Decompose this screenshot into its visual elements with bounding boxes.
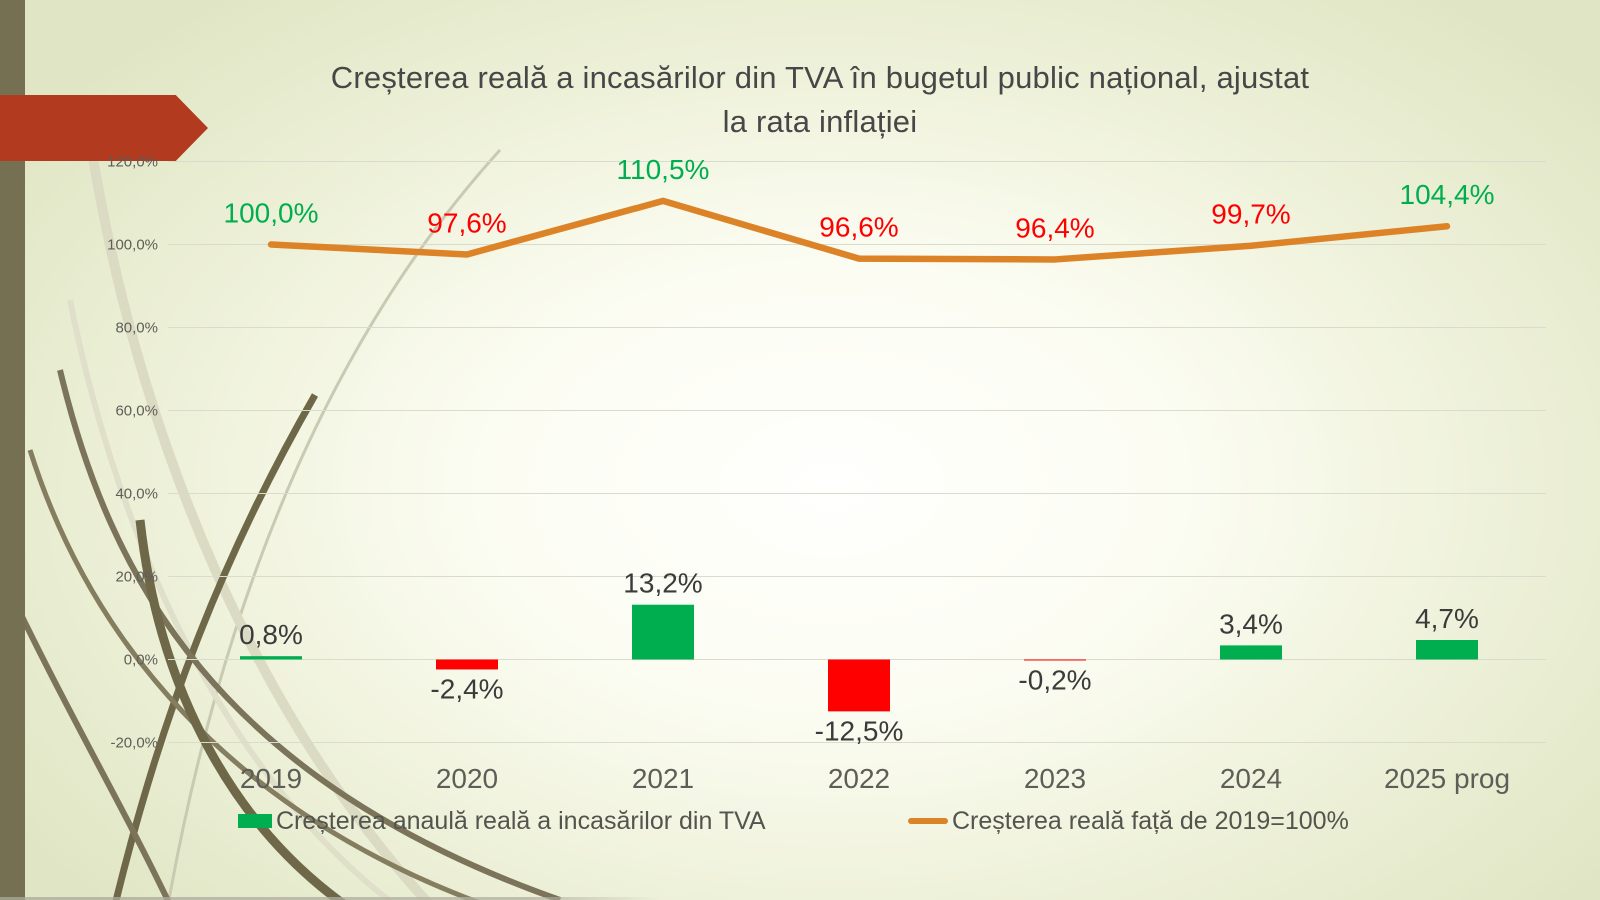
bar-2023 bbox=[1024, 659, 1086, 661]
line-label-2024: 99,7% bbox=[1211, 199, 1290, 230]
x-axis-label-2024: 2024 bbox=[1220, 763, 1282, 794]
bar-2019 bbox=[240, 656, 302, 660]
bottom-edge-shadow bbox=[0, 897, 660, 900]
bar-2024 bbox=[1220, 645, 1282, 660]
bar-2022 bbox=[828, 659, 890, 712]
bar-2021 bbox=[632, 604, 694, 660]
legend-item-bar-series: Creșterea anaulă reală a incasărilor din… bbox=[238, 804, 766, 838]
line-label-2021: 110,5% bbox=[617, 154, 710, 185]
line-label-2020: 97,6% bbox=[427, 207, 506, 238]
chart-title: Creșterea reală a incasărilor din TVA în… bbox=[250, 56, 1390, 144]
x-axis-label-2023: 2023 bbox=[1024, 763, 1086, 794]
title-arrow-shape bbox=[0, 95, 208, 161]
y-axis-tick-label: 0,0% bbox=[124, 652, 158, 669]
x-axis-label-2025-prog: 2025 prog bbox=[1384, 763, 1510, 794]
y-axis-tick-label: 80,0% bbox=[115, 320, 158, 337]
y-axis-tick-label: 100,0% bbox=[107, 237, 158, 254]
line-label-2023: 96,4% bbox=[1015, 212, 1094, 243]
y-axis-tick-label: 60,0% bbox=[115, 403, 158, 420]
chart-title-line1: Creșterea reală a incasărilor din TVA în… bbox=[330, 60, 1310, 95]
line-series-swatch bbox=[908, 818, 948, 824]
bar-label-2022: -12,5% bbox=[815, 715, 904, 746]
bar-label-2019: 0,8% bbox=[239, 619, 303, 650]
legend-label-line-series: Creșterea reală față de 2019=100% bbox=[952, 806, 1349, 835]
bar-label-2020: -2,4% bbox=[430, 673, 503, 704]
bar-label-2024: 3,4% bbox=[1219, 608, 1283, 639]
bar-2020 bbox=[436, 659, 498, 670]
y-axis-tick-label: 40,0% bbox=[115, 486, 158, 503]
bar-label-2023: -0,2% bbox=[1018, 665, 1091, 696]
y-axis-tick-label: -20,0% bbox=[110, 735, 158, 752]
line-label-2022: 96,6% bbox=[819, 212, 898, 243]
x-axis-label-2020: 2020 bbox=[436, 763, 498, 794]
line-series bbox=[267, 197, 1451, 263]
legend-label-bar-series: Creșterea anaulă reală a incasărilor din… bbox=[276, 806, 766, 835]
legend-item-line-series: Creșterea reală față de 2019=100% bbox=[908, 804, 1349, 838]
line-label-2019: 100,0% bbox=[224, 198, 319, 229]
chart-title-line2: la rata inflației bbox=[722, 104, 918, 139]
bar-label-2021: 13,2% bbox=[623, 568, 702, 599]
x-axis-label-2019: 2019 bbox=[240, 763, 302, 794]
bar-label-2025-prog: 4,7% bbox=[1415, 603, 1479, 634]
bar-2025-prog bbox=[1416, 639, 1478, 660]
y-axis-tick-label: 20,0% bbox=[115, 569, 158, 586]
x-axis-label-2021: 2021 bbox=[632, 763, 694, 794]
x-axis-label-2022: 2022 bbox=[828, 763, 890, 794]
bar-series-swatch bbox=[238, 814, 272, 828]
y-axis-tick-label: 120,0% bbox=[107, 154, 158, 171]
line-label-2025-prog: 104,4% bbox=[1400, 179, 1495, 210]
